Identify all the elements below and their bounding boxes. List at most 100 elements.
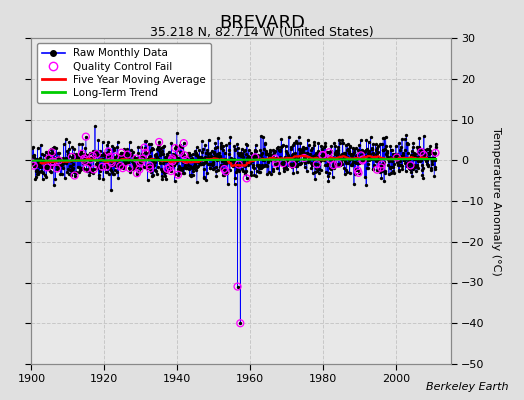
Point [395,168,403,174]
Point [317,143,325,149]
Point [213,154,222,161]
Point [241,170,249,177]
Point [227,155,236,161]
Point [84,158,92,165]
Point [380,168,389,174]
Point [67,162,75,169]
Point [184,166,193,172]
Point [311,152,320,158]
Point [39,170,47,176]
Point [63,148,71,154]
Point [335,154,343,160]
Text: BREVARD: BREVARD [219,14,305,32]
Point [57,158,66,164]
Point [52,163,61,169]
Point [59,165,67,172]
Point [370,152,379,159]
Point [275,154,283,160]
Point [332,155,340,162]
Point [44,150,52,156]
Point [70,169,78,175]
Point [47,151,55,157]
Point [89,148,97,155]
Point [378,141,386,147]
Point [155,157,163,163]
Point [271,156,279,162]
Point [307,154,315,161]
Point [416,152,424,158]
Point [425,151,433,157]
Point [49,144,58,150]
Point [288,161,297,168]
Point [422,152,431,159]
Point [57,155,65,162]
Point [85,171,93,178]
Point [324,160,332,166]
Point [310,161,319,167]
Point [191,160,199,167]
Point [186,163,194,169]
Point [291,153,299,160]
Point [343,169,351,175]
Point [241,147,249,154]
Point [113,152,121,158]
Point [240,158,248,165]
Point [417,146,425,153]
Point [250,152,259,159]
Point [163,166,171,172]
Point [363,165,372,171]
Point [394,162,402,168]
Point [268,168,277,174]
Point [131,155,139,162]
Point [376,168,384,175]
Point [209,161,217,167]
Point [176,149,184,156]
Point [293,161,302,167]
Point [307,165,315,172]
Point [42,155,50,162]
Point [375,157,384,164]
Point [42,155,51,162]
Point [266,151,274,158]
Point [264,158,272,165]
Point [87,156,95,163]
Point [189,172,197,178]
Point [153,154,161,161]
Point [185,172,194,178]
Point [57,156,65,162]
Point [28,160,36,166]
Point [427,164,435,171]
Point [335,137,343,144]
Point [133,164,141,170]
Point [78,150,86,157]
Point [377,163,385,170]
Point [302,144,310,151]
Point [360,149,368,156]
Point [155,147,163,153]
Point [345,150,354,156]
Point [350,181,358,188]
Point [226,134,234,140]
Point [259,134,267,140]
Point [260,157,268,163]
Point [41,149,50,155]
Point [94,174,103,181]
Point [137,158,146,165]
Point [251,154,259,160]
Point [138,154,146,160]
Point [35,168,43,175]
Point [158,168,166,174]
Point [166,166,174,173]
Point [397,144,405,150]
Point [146,162,154,169]
Point [167,157,176,163]
Point [133,170,141,177]
Point [190,165,199,171]
Point [293,140,302,146]
Point [312,150,321,156]
Point [204,151,213,158]
Point [149,172,157,178]
Point [36,164,45,170]
Point [99,138,107,145]
Point [335,140,344,147]
